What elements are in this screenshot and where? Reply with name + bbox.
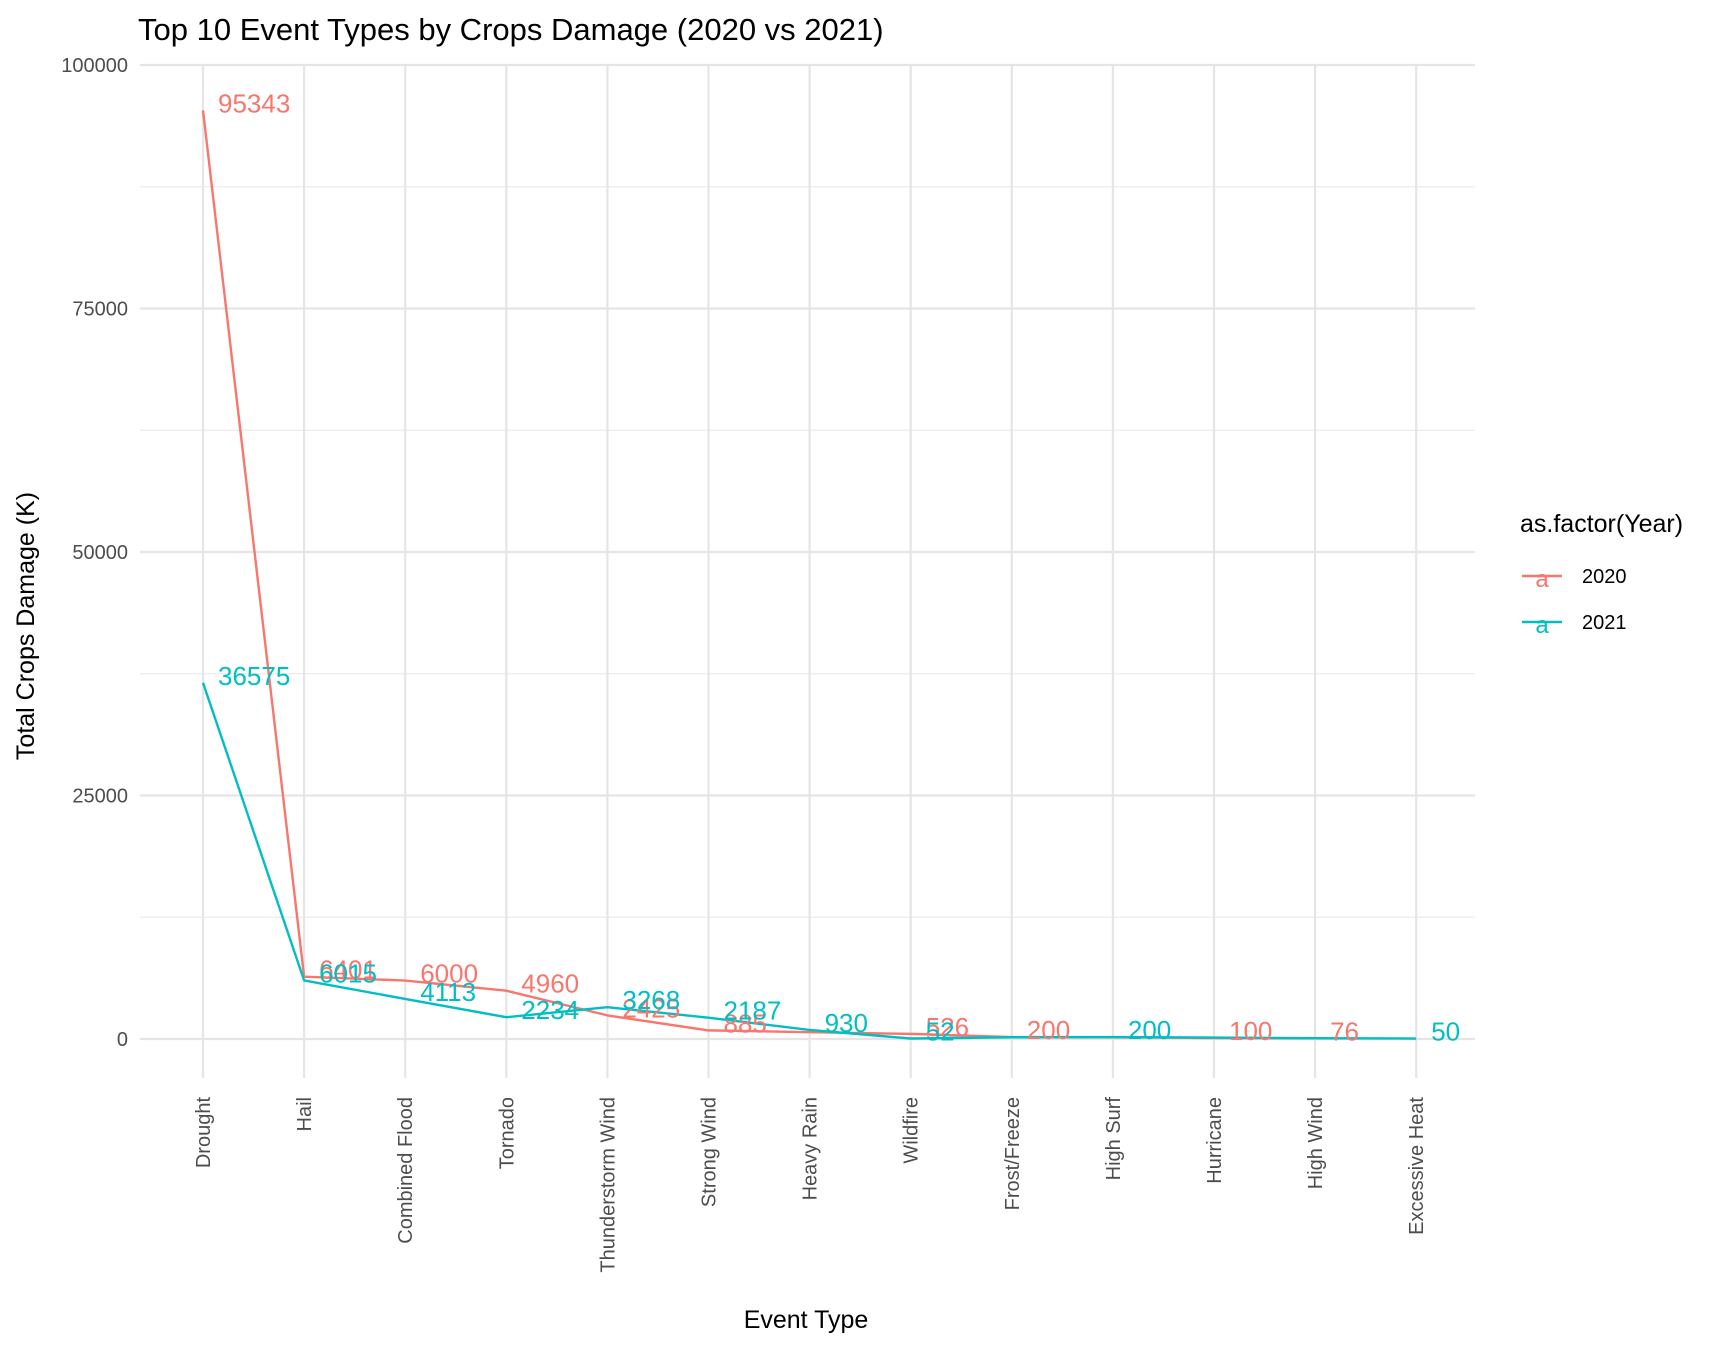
- x-tick-label: Frost/Freeze: [1002, 1097, 1024, 1210]
- x-tick-label: Thunderstorm Wind: [597, 1097, 619, 1273]
- data-label: 6401: [319, 955, 377, 985]
- legend: as.factor(Year) a 2020 a 2021: [1520, 510, 1683, 639]
- data-label: 52: [926, 1016, 955, 1046]
- data-label: 200: [1128, 1015, 1171, 1045]
- y-tick-label: 0: [117, 1029, 128, 1051]
- data-label: 2187: [724, 996, 782, 1026]
- data-label: 36575: [218, 661, 290, 691]
- data-label: 3268: [622, 985, 680, 1015]
- legend-key-glyph: a: [1535, 566, 1549, 593]
- data-label: 4960: [521, 969, 579, 999]
- y-axis-ticks: 0 25000 50000 75000 100000: [61, 55, 128, 1051]
- x-axis-ticks: Drought Hail Combined Flood Tornado Thunders…: [193, 1097, 1428, 1273]
- data-label: 50: [1431, 1017, 1460, 1047]
- x-axis-title: Event Type: [744, 1306, 869, 1334]
- legend-items: a 2020 a 2021: [1522, 566, 1627, 639]
- x-tick-label: Excessive Heat: [1406, 1097, 1428, 1235]
- series-line-2020: [201, 110, 1316, 1040]
- data-label: 2425: [622, 993, 680, 1023]
- data-label: 76: [1330, 1016, 1359, 1046]
- y-tick-label: 25000: [72, 786, 128, 808]
- data-label: 4113: [420, 977, 476, 1007]
- data-label: 930: [825, 1008, 868, 1038]
- chart-title: Top 10 Event Types by Crops Damage (2020…: [138, 12, 884, 47]
- data-label: 95343: [218, 88, 290, 118]
- data-label: 6000: [420, 959, 478, 989]
- series-layer: [201, 110, 1417, 1040]
- data-label: 100: [1229, 1016, 1272, 1046]
- legend-key-glyph: a: [1535, 612, 1549, 639]
- data-label: 6015: [319, 958, 377, 988]
- y-tick-label: 50000: [72, 542, 128, 564]
- legend-label: 2021: [1582, 612, 1627, 634]
- grid-layer: [140, 63, 1475, 1078]
- legend-label: 2020: [1582, 566, 1627, 588]
- data-label: 200: [1027, 1015, 1070, 1045]
- x-tick-label: Drought: [193, 1097, 215, 1169]
- x-tick-label: Hail: [294, 1097, 316, 1131]
- data-label: 885: [724, 1008, 767, 1038]
- legend-title: as.factor(Year): [1520, 510, 1683, 538]
- series-line-2021: [201, 682, 1417, 1040]
- x-tick-label: High Wind: [1305, 1097, 1327, 1189]
- y-tick-label: 75000: [72, 299, 128, 321]
- x-tick-label: Heavy Rain: [800, 1097, 822, 1200]
- data-label: 2234: [521, 995, 579, 1025]
- x-tick-label: Wildfire: [901, 1097, 923, 1164]
- data-label-layer: 95343 6401 6000 4960 2425 885 526 200 100 76 36575…: [218, 88, 1460, 1046]
- x-tick-label: Combined Flood: [395, 1097, 417, 1244]
- y-tick-label: 100000: [61, 55, 128, 77]
- data-label: 526: [926, 1012, 969, 1042]
- x-tick-label: Strong Wind: [699, 1097, 721, 1207]
- x-tick-label: Tornado: [496, 1097, 518, 1169]
- x-tick-label: Hurricane: [1204, 1097, 1226, 1184]
- y-axis-title: Total Crops Damage (K): [12, 492, 40, 760]
- x-tick-label: High Surf: [1103, 1097, 1125, 1181]
